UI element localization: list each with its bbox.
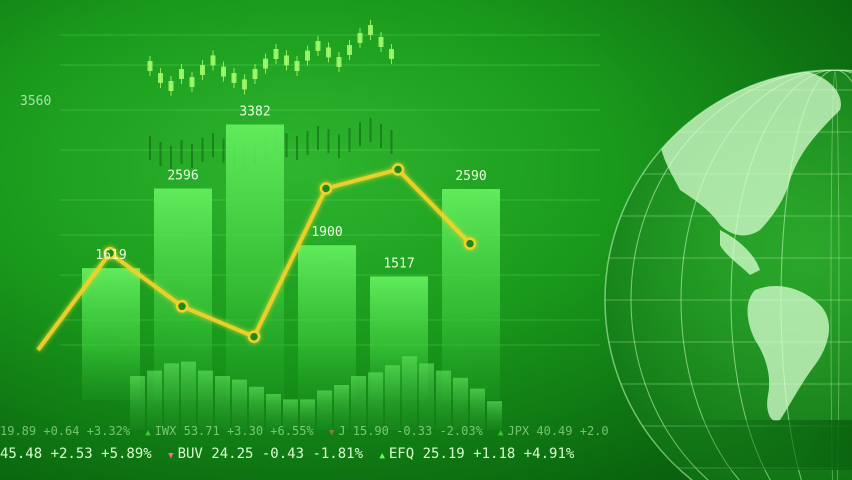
bar-value-label: 1900 <box>311 225 342 240</box>
volume-bar <box>419 363 434 430</box>
candle-body <box>326 47 331 58</box>
ticker-item: 45.48 +2.53 +5.89% <box>0 446 152 462</box>
bar <box>298 245 356 400</box>
candle-body <box>389 49 394 59</box>
volume-bar <box>300 399 315 430</box>
volume-bar <box>283 399 298 430</box>
candle-body <box>210 55 216 66</box>
candle-body <box>347 45 352 55</box>
volume-series <box>130 356 502 430</box>
ticker-item: ▼ BUV 24.25 -0.43 -1.81% <box>168 446 364 462</box>
candle-body <box>315 41 321 51</box>
ticker-row-2: 45.48 +2.53 +5.89% ▼ BUV 24.25 -0.43 -1.8… <box>0 446 852 462</box>
volume-bar <box>317 390 332 430</box>
bar-series <box>82 124 500 400</box>
volume-bar <box>147 370 162 430</box>
volume-bar <box>164 363 179 430</box>
candle-body <box>294 61 300 71</box>
candle-body <box>242 79 247 90</box>
candle-body <box>147 61 153 71</box>
up-arrow-icon: ▲ <box>498 428 504 438</box>
globe-graphic <box>604 69 852 480</box>
globe-meridian <box>830 70 840 480</box>
volume-bar <box>130 376 145 430</box>
volume-bar <box>334 385 349 430</box>
candle-body <box>273 49 279 59</box>
line-point <box>175 300 189 313</box>
candle-body <box>200 65 205 75</box>
candle-body <box>231 73 237 83</box>
volume-bar <box>215 376 230 430</box>
candle-body <box>263 58 268 69</box>
line-point <box>103 246 117 260</box>
line-point <box>463 237 477 250</box>
up-arrow-icon: ▲ <box>145 428 151 438</box>
candle-body <box>368 25 373 35</box>
bar <box>442 189 500 400</box>
globe-meridian <box>680 70 852 480</box>
candle-body <box>221 66 226 77</box>
bar-labels: 1619 2596 3382 1900 1517 2590 3560 <box>20 94 487 271</box>
globe-meridian <box>630 70 852 480</box>
line-point <box>319 182 333 195</box>
ticker-item: ▼ J 15.90 -0.33 -2.03% <box>328 424 483 438</box>
volume-bar <box>266 394 281 430</box>
volume-bar <box>385 365 400 430</box>
candle-body <box>252 69 258 79</box>
candle-body <box>336 57 342 67</box>
candle-body <box>179 69 184 79</box>
yellow-line-series <box>36 163 477 352</box>
bar <box>226 124 284 400</box>
volume-bar <box>181 361 196 430</box>
ticker-item: ▲ EFQ 25.19 +1.18 +4.91% <box>379 446 575 462</box>
ticker-item: 19.89 +0.64 +3.32% <box>0 424 131 438</box>
candlestick-series <box>147 20 394 170</box>
line-point <box>247 330 261 343</box>
bar-value-label: 1619 <box>95 248 126 263</box>
ticker-row-1: 19.89 +0.64 +3.32% ▲ IWX 53.71 +3.30 +6.5… <box>0 424 852 438</box>
ticker-item: ▲ JPX 40.49 +2.0 <box>498 424 609 438</box>
volume-bar <box>453 377 468 430</box>
candle-body <box>158 73 163 83</box>
ticker-item: ▲ IWX 53.71 +3.30 +6.55% <box>145 424 314 438</box>
bar-value-label: 3382 <box>239 105 270 120</box>
down-arrow-icon: ▼ <box>168 451 174 461</box>
candle-body <box>284 55 289 66</box>
volume-bar <box>402 356 417 430</box>
axis-side-label: 3560 <box>20 94 51 109</box>
bar-value-label: 2596 <box>167 169 198 184</box>
globe-meridian <box>630 70 852 480</box>
up-arrow-icon: ▲ <box>379 451 385 461</box>
line-point <box>391 163 405 176</box>
volume-bar <box>232 379 247 430</box>
globe-meridian <box>730 70 852 480</box>
volume-bar <box>249 386 264 430</box>
ticker-fade-overlay <box>652 420 852 470</box>
candle-body <box>378 37 384 47</box>
volume-bar <box>470 388 485 430</box>
volume-bar <box>198 370 213 430</box>
volume-bar <box>436 370 451 430</box>
volume-bar <box>487 401 502 430</box>
candle-body <box>168 81 174 91</box>
volume-bar <box>368 372 383 430</box>
bar-value-label: 1517 <box>383 256 414 271</box>
candle-body <box>357 33 363 43</box>
candle-body <box>189 77 195 87</box>
candle-body <box>305 50 310 61</box>
volume-bar <box>351 376 366 430</box>
globe-meridian <box>680 70 852 480</box>
down-arrow-icon: ▼ <box>328 428 335 438</box>
globe-meridian <box>730 70 852 480</box>
bar-value-label: 2590 <box>455 169 486 184</box>
